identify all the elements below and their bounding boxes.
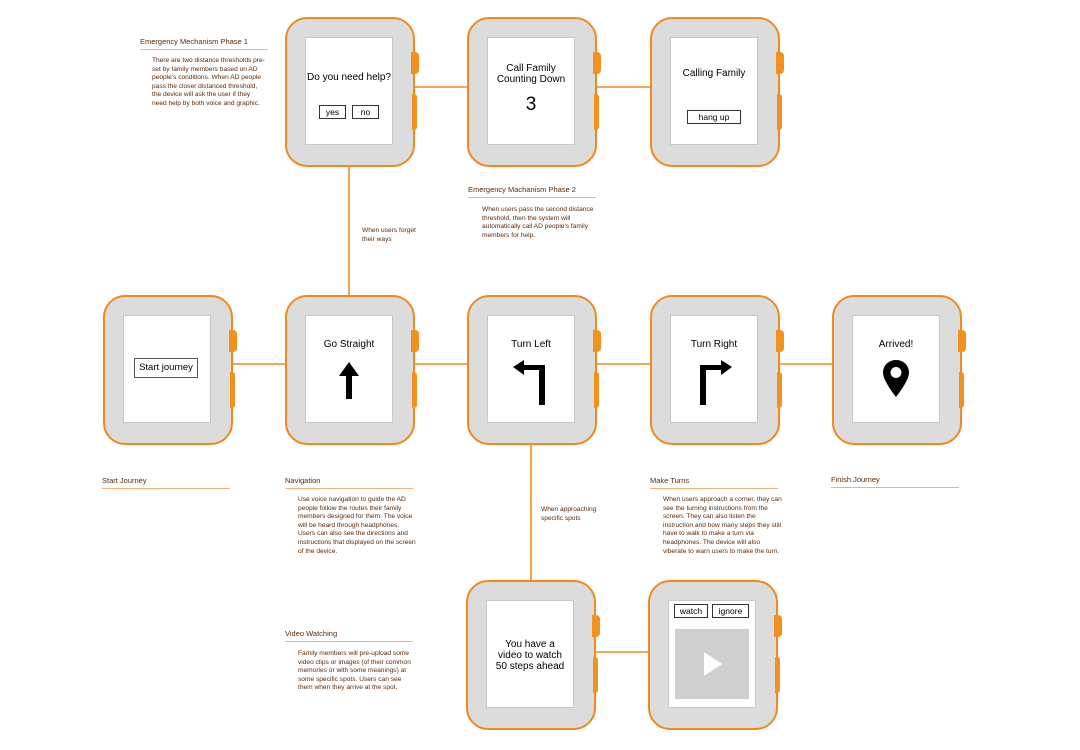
forget-ways-label: When users forget their ways — [362, 227, 416, 243]
watch-screen: Turn Right — [670, 315, 758, 423]
play-icon[interactable] — [703, 652, 723, 676]
watch-turn-right: Turn Right — [650, 295, 784, 445]
watch-side-button — [412, 372, 417, 408]
watch-crown — [774, 615, 782, 637]
watch-video-notice: You have a video to watch 50 steps ahead — [466, 580, 600, 730]
start-journey-button[interactable]: Start journey — [134, 358, 198, 378]
hang-up-button[interactable]: hang up — [687, 110, 741, 124]
watch-side-button — [230, 372, 235, 408]
navigation-description: Use voice navigation to guide the AD peo… — [298, 496, 416, 555]
make-turns-description: When users approach a corner, they can s… — [663, 496, 782, 555]
video-notice-text: You have a video to watch 50 steps ahead — [495, 639, 565, 672]
arrow-up-icon — [339, 362, 359, 399]
watch-video-button[interactable]: watch — [674, 604, 708, 618]
phase2-description: When users pass the second distance thre… — [482, 206, 594, 239]
watch-calling-family: Calling Family hang up — [650, 17, 784, 167]
watch-side-button — [593, 657, 598, 693]
watch-side-button — [412, 94, 417, 130]
watch-crown — [411, 330, 419, 352]
watch-go-straight: Go Straight — [285, 295, 419, 445]
watch-video-player: watch ignore — [648, 580, 782, 730]
approaching-spots-label: When approaching specific spots — [541, 506, 597, 522]
watch-arrived: Arrived! — [832, 295, 966, 445]
calling-title: Calling Family — [682, 68, 746, 79]
watch-screen: watch ignore — [668, 600, 756, 708]
watch-screen: Start journey — [123, 315, 211, 423]
turn-left-title: Turn Left — [511, 339, 551, 350]
watch-screen: Do you need help? yes no — [305, 37, 393, 145]
watch-screen: Turn Left — [487, 315, 575, 423]
watch-crown — [593, 52, 601, 74]
finish-journey-heading: Finish Journey — [831, 475, 959, 488]
watch-crown — [776, 52, 784, 74]
phase2-heading: Emergency Machanism Phase 2 — [468, 185, 596, 198]
watch-crown — [229, 330, 237, 352]
watch-side-button — [775, 657, 780, 693]
watch-crown — [593, 330, 601, 352]
watch-need-help: Do you need help? yes no — [285, 17, 419, 167]
start-journey-heading: Start Journey — [102, 476, 230, 489]
watch-screen: Go Straight — [305, 315, 393, 423]
watch-side-button — [777, 94, 782, 130]
make-turns-heading: Make Turns — [650, 476, 778, 489]
video-watching-description: Family members will pre-upload some vide… — [298, 650, 411, 692]
watch-screen: Call Family Counting Down 3 — [487, 37, 575, 145]
watch-side-button — [777, 372, 782, 408]
navigation-heading: Navigation — [285, 476, 413, 489]
watch-screen: Arrived! — [852, 315, 940, 423]
arrived-title: Arrived! — [878, 339, 914, 350]
turn-right-arrow-icon — [700, 360, 732, 405]
phase1-heading: Emergency Mechanism Phase 1 — [140, 37, 268, 50]
watch-screen: You have a video to watch 50 steps ahead — [486, 600, 574, 708]
help-question: Do you need help? — [307, 72, 391, 83]
watch-side-button — [594, 94, 599, 130]
watch-crown — [592, 615, 600, 637]
turn-right-title: Turn Right — [690, 339, 738, 350]
watch-screen: Calling Family hang up — [670, 37, 758, 145]
countdown-title: Call Family Counting Down — [496, 63, 566, 85]
phase1-description: There are two distance thresholds pre-se… — [152, 57, 265, 107]
video-watching-heading: Video Watching — [285, 629, 413, 642]
no-button[interactable]: no — [352, 105, 379, 119]
watch-crown — [411, 52, 419, 74]
go-straight-title: Go Straight — [323, 339, 375, 350]
watch-turn-left: Turn Left — [467, 295, 601, 445]
map-pin-icon — [883, 360, 909, 397]
watch-crown — [958, 330, 966, 352]
watch-side-button — [959, 372, 964, 408]
turn-left-arrow-icon — [513, 360, 545, 405]
watch-start-journey: Start journey — [103, 295, 237, 445]
countdown-number: 3 — [525, 94, 537, 115]
yes-button[interactable]: yes — [319, 105, 346, 119]
watch-call-countdown: Call Family Counting Down 3 — [467, 17, 601, 167]
watch-crown — [776, 330, 784, 352]
ignore-video-button[interactable]: ignore — [712, 604, 749, 618]
watch-side-button — [594, 372, 599, 408]
